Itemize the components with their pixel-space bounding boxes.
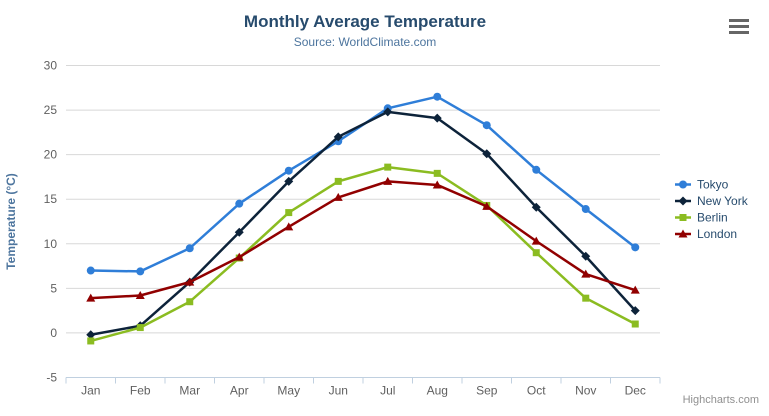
series-london xyxy=(86,176,640,302)
series-london-marker[interactable] xyxy=(482,201,492,210)
x-axis-label-sep: Sep xyxy=(476,384,498,398)
series-tokyo-marker[interactable] xyxy=(631,243,640,252)
series-berlin-marker[interactable] xyxy=(433,169,441,177)
y-axis-label: 30 xyxy=(44,59,58,73)
series-tokyo-marker[interactable] xyxy=(482,121,491,130)
series-london-marker[interactable] xyxy=(630,285,640,294)
series-new-york-marker[interactable] xyxy=(432,113,442,123)
legend-label: Berlin xyxy=(697,211,728,225)
series-berlin-marker[interactable] xyxy=(334,177,342,185)
legend-marker-circle xyxy=(679,180,687,189)
legend-label: New York xyxy=(697,194,749,208)
series-new-york-marker[interactable] xyxy=(284,176,294,186)
x-axis-label-jun: Jun xyxy=(329,384,348,398)
series-new-york-marker[interactable] xyxy=(581,251,591,261)
export-menu-button[interactable] xyxy=(726,16,754,40)
series-tokyo-marker[interactable] xyxy=(581,205,590,214)
series-tokyo-marker[interactable] xyxy=(185,244,194,253)
series-berlin-marker[interactable] xyxy=(582,294,590,302)
legend-label: Tokyo xyxy=(697,178,729,192)
series-london-marker[interactable] xyxy=(86,293,96,302)
series-london-line[interactable] xyxy=(89,180,637,300)
series-tokyo-marker[interactable] xyxy=(86,266,95,275)
legend-item-london[interactable]: London xyxy=(675,227,737,241)
highcharts-credit-link[interactable]: Highcharts.com xyxy=(682,394,759,406)
series-london-marker[interactable] xyxy=(432,180,442,189)
legend-item-tokyo[interactable]: Tokyo xyxy=(675,178,729,192)
series-new-york-marker[interactable] xyxy=(482,149,492,159)
series-berlin-marker[interactable] xyxy=(87,337,95,345)
series-tokyo xyxy=(86,92,640,276)
series-new-york-line[interactable] xyxy=(89,110,637,336)
series-tokyo-line[interactable] xyxy=(89,95,637,273)
series-berlin-marker[interactable] xyxy=(285,209,293,217)
legend-item-new-york[interactable]: New York xyxy=(675,194,749,208)
series-london-marker[interactable] xyxy=(185,277,195,286)
x-axis-label-jan: Jan xyxy=(81,384,100,398)
series-berlin-marker[interactable] xyxy=(384,163,392,171)
legend-label: London xyxy=(697,227,737,241)
series-berlin-marker[interactable] xyxy=(186,298,194,306)
y-axis-label: 0 xyxy=(50,326,57,340)
series-new-york-marker[interactable] xyxy=(383,107,393,117)
series-berlin-marker[interactable] xyxy=(631,320,639,328)
x-axis-label-may: May xyxy=(277,384,300,398)
series-london-marker[interactable] xyxy=(234,252,244,261)
series-new-york-marker[interactable] xyxy=(234,227,244,237)
y-axis-label: 10 xyxy=(44,237,58,251)
series-new-york xyxy=(86,107,640,340)
x-axis-label-apr: Apr xyxy=(230,384,249,398)
series-berlin-line[interactable] xyxy=(89,165,637,343)
series-london-marker[interactable] xyxy=(333,192,343,201)
series-london-marker[interactable] xyxy=(581,269,591,278)
legend-item-berlin[interactable]: Berlin xyxy=(675,211,728,225)
y-axis-label: 15 xyxy=(44,192,58,206)
series-london-marker[interactable] xyxy=(531,236,541,245)
chart-subtitle: Source: WorldClimate.com xyxy=(293,35,437,49)
y-axis-label: 20 xyxy=(44,148,58,162)
series-tokyo-marker[interactable] xyxy=(284,166,293,175)
y-axis-label: -5 xyxy=(46,371,57,385)
x-axis-label-mar: Mar xyxy=(179,384,200,398)
x-axis-label-feb: Feb xyxy=(130,384,151,398)
chart-title: Monthly Average Temperature xyxy=(243,12,487,31)
series-london-marker[interactable] xyxy=(383,176,393,185)
x-axis-label-nov: Nov xyxy=(575,384,596,398)
x-axis-label-jul: Jul xyxy=(380,384,395,398)
series-tokyo-marker[interactable] xyxy=(433,92,442,101)
y-axis-label: 25 xyxy=(44,103,58,117)
series-new-york-marker[interactable] xyxy=(333,132,343,142)
x-axis-label-aug: Aug xyxy=(427,384,448,398)
series-new-york-marker[interactable] xyxy=(630,306,640,316)
x-axis-label-oct: Oct xyxy=(527,384,546,398)
series-tokyo-marker[interactable] xyxy=(136,267,145,276)
series-berlin-marker[interactable] xyxy=(532,249,540,257)
hamburger-icon xyxy=(729,19,751,34)
legend-marker-square xyxy=(679,214,687,221)
series-london-marker[interactable] xyxy=(284,222,294,231)
series-berlin-marker[interactable] xyxy=(136,324,144,332)
x-axis-label-dec: Dec xyxy=(625,384,646,398)
series-new-york-marker[interactable] xyxy=(531,202,541,212)
series-london-marker[interactable] xyxy=(135,290,145,299)
series-tokyo-marker[interactable] xyxy=(235,199,244,208)
series-new-york-marker[interactable] xyxy=(86,330,96,340)
y-axis-label: 5 xyxy=(50,281,57,295)
legend-marker-diamond xyxy=(678,196,688,206)
legend-marker-triangle xyxy=(678,229,688,238)
y-axis-title: Temperature (°C) xyxy=(4,173,18,270)
series-tokyo-marker[interactable] xyxy=(532,165,541,174)
